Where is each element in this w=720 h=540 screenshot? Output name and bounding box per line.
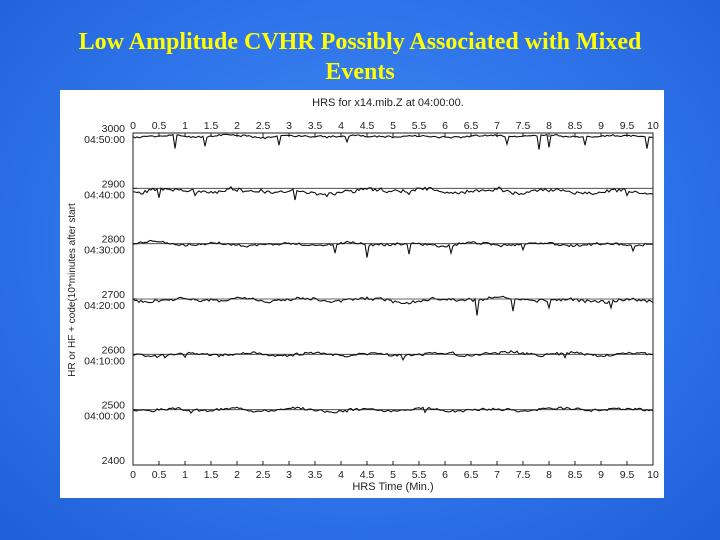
x-tick-label-bottom: 2	[234, 469, 240, 481]
y-tick-time-label: 04:20:00	[84, 300, 125, 312]
x-tick-label-bottom: 7	[494, 469, 500, 481]
series-traces	[132, 133, 654, 414]
series-trace-line	[132, 295, 654, 316]
x-tick-label-bottom: 9.5	[620, 469, 635, 481]
x-axis-label: HRS Time (Min.)	[352, 481, 433, 493]
x-tick-label-bottom: 9	[598, 469, 604, 481]
x-tick-label-bottom: 8	[546, 469, 552, 481]
x-tick-label-bottom: 0	[130, 469, 136, 481]
x-tick-label-bottom: 5.5	[412, 469, 427, 481]
x-tick-label-top: 9	[598, 120, 604, 132]
plot-frame	[132, 132, 654, 466]
y-tick-label: 2900	[102, 178, 126, 190]
chart-title: HRS for x14.mib.Z at 04:00:00.	[312, 97, 464, 109]
x-tick-label-top: 1	[182, 120, 188, 132]
grid-lines	[133, 132, 653, 411]
y-axis-label: HR or HF + code(10*minutes after start	[67, 203, 78, 377]
y-tick-label: 2800	[102, 234, 126, 246]
y-tick-label: 2700	[102, 289, 126, 301]
x-tick-label-top: 6.5	[464, 120, 479, 132]
x-tick-label-top: 4	[338, 120, 344, 132]
x-tick-label-top: 9.5	[620, 120, 635, 132]
x-tick-label-bottom: 3	[286, 469, 292, 481]
x-tick-label-top: 2.5	[256, 120, 271, 132]
x-tick-label-top: 0.5	[152, 120, 167, 132]
x-tick-label-top: 2	[234, 120, 240, 132]
series-trace-line	[132, 186, 654, 201]
x-tick-label-bottom: 5	[390, 469, 396, 481]
x-tick-label-bottom: 6	[442, 469, 448, 481]
y-tick-time-label: 04:50:00	[84, 134, 125, 146]
x-tick-label-top: 7	[494, 120, 500, 132]
x-tick-label-top: 3.5	[308, 120, 323, 132]
x-tick-label-bottom: 8.5	[568, 469, 583, 481]
x-tick-label-bottom: 1.5	[204, 469, 219, 481]
x-tick-label-bottom: 7.5	[516, 469, 531, 481]
hrs-figure: HRS for x14.mib.Z at 04:00:00. HRS Time …	[60, 90, 664, 498]
x-tick-label-top: 5	[390, 120, 396, 132]
y-tick-label: 2400	[102, 455, 126, 467]
x-tick-label-top: 0	[130, 120, 136, 132]
y-tick-label: 3000	[102, 123, 126, 135]
y-tick-time-label: 04:30:00	[84, 245, 125, 257]
x-tick-label-bottom: 6.5	[464, 469, 479, 481]
x-tick-label-bottom: 3.5	[308, 469, 323, 481]
x-tick-label-bottom: 0.5	[152, 469, 167, 481]
series-trace-line	[132, 133, 654, 150]
x-tick-label-top: 1.5	[204, 120, 219, 132]
y-tick-label: 2600	[102, 344, 126, 356]
x-tick-label-top: 8	[546, 120, 552, 132]
x-tick-label-top: 8.5	[568, 120, 583, 132]
y-tick-time-label: 04:10:00	[84, 355, 125, 367]
x-tick-label-bottom: 4	[338, 469, 344, 481]
x-tick-label-top: 5.5	[412, 120, 427, 132]
x-tick-label-top: 3	[286, 120, 292, 132]
x-tick-label-bottom: 1	[182, 469, 188, 481]
x-tick-label-bottom: 10	[647, 469, 659, 481]
y-tick-label: 2500	[102, 400, 126, 412]
axis-ticks: 0 0 0.5 0.5 1 1 1.5 1.5 2 2 2.5 2.5 3 3 3.5 3.5 4 4 4.5 4.5…	[84, 120, 659, 481]
slide-title: Low Amplitude CVHR Possibly Associated w…	[20, 27, 700, 87]
x-tick-label-top: 10	[647, 120, 659, 132]
slide-title-line-2: Events	[325, 59, 395, 85]
x-tick-label-bottom: 2.5	[256, 469, 271, 481]
x-tick-label-top: 4.5	[360, 120, 375, 132]
series-trace-line	[132, 406, 654, 414]
x-tick-label-top: 7.5	[516, 120, 531, 132]
y-tick-time-label: 04:40:00	[84, 189, 125, 201]
hrs-chart: HRS for x14.mib.Z at 04:00:00. HRS Time …	[67, 97, 659, 493]
series-trace-line	[132, 239, 654, 258]
x-tick-label-bottom: 4.5	[360, 469, 375, 481]
slide-title-line-1: Low Amplitude CVHR Possibly Associated w…	[78, 29, 642, 55]
x-tick-label-top: 6	[442, 120, 448, 132]
y-tick-time-label: 04:00:00	[84, 411, 125, 423]
series-trace-line	[132, 349, 653, 362]
